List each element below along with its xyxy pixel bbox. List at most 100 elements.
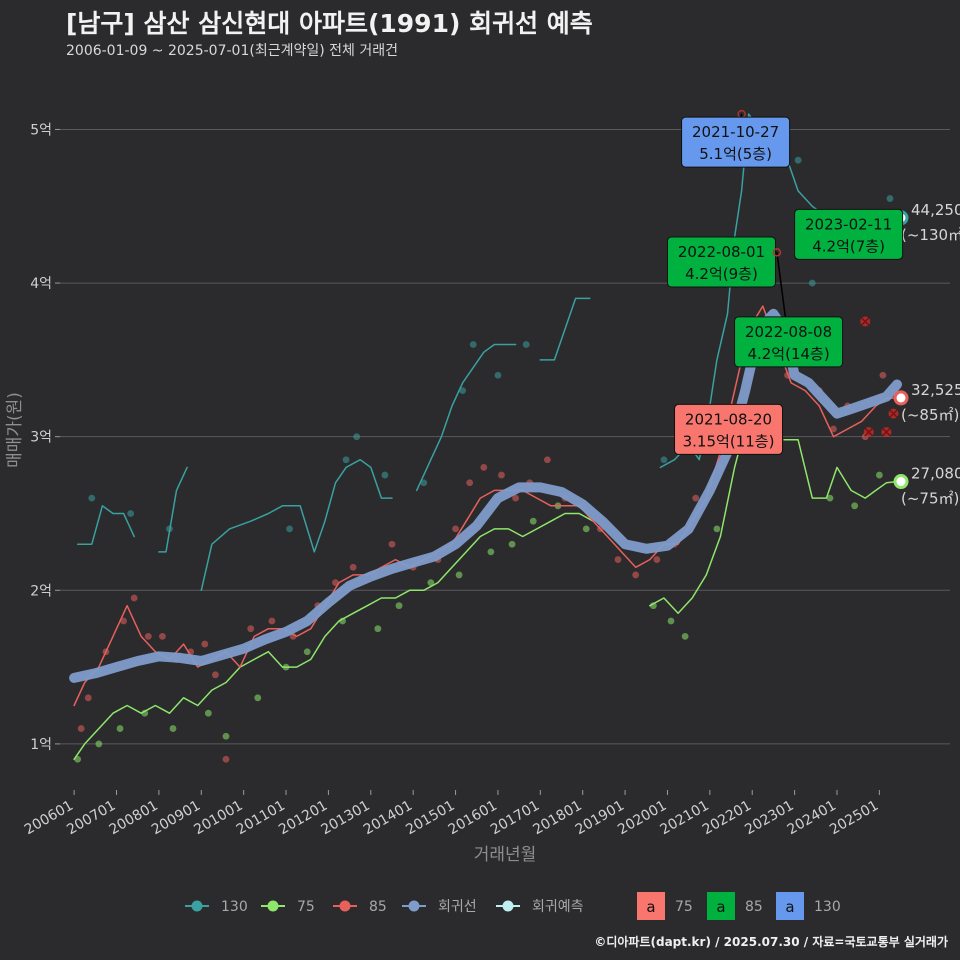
line-layer [69,113,902,761]
annotation-box [674,403,784,455]
annotation-point [772,248,782,257]
scatter-point-75 [508,540,516,548]
annotation-date: 2021-08-20 [685,410,772,428]
scatter-point-75 [374,625,382,633]
annotation-date: 2022-08-01 [678,243,765,261]
annotation-price: 4.2억(9층) [685,265,758,283]
scatter-point-75 [681,632,689,640]
scatter-point-85 [543,456,551,464]
scatter-point-75 [95,740,103,748]
end-point-75 [893,474,909,490]
scatter-point-85 [77,725,85,732]
scatter-point-75 [826,494,834,502]
annotation-date: 2023-02-11 [805,215,892,233]
legend-label: 회귀예측 [532,899,584,915]
scatter-point-85 [614,556,622,563]
end-value-label: 32,525 [911,381,960,399]
x-axis-title: 거래년월 [474,845,537,865]
mark-layer: 44,250 (~130㎡) 32,525 (~85㎡) 27,080 (~75㎡) [860,201,960,508]
annotation-box [794,208,904,260]
y-tick-label: 3억 [30,430,52,446]
scatter-point-75 [455,571,463,579]
scatter-point-85 [211,671,219,679]
legend-swatch [776,892,804,920]
scatter-point-85 [201,640,209,648]
scatter-point-75 [254,694,262,702]
annotation-price: 4.2억(7층) [812,237,885,255]
arrow-dot-icon [408,900,420,912]
end-point-85 [893,390,909,406]
scatter-point-85 [222,755,230,763]
legend-label: 85 [369,899,387,915]
scatter-point-85 [632,571,640,579]
chart-subtitle: 2006-01-09 ~ 2025-07-01(최근계약일) 전체 거래건 [66,43,398,59]
scatter-point-130 [88,494,96,502]
scatter-point-130 [660,456,668,464]
scatter-point-75 [875,471,883,479]
series-line-regression [69,308,902,683]
annotation-date: 2021-10-27 [692,123,779,141]
footer-credit: ©디아파트(dapt.kr) / 2025.07.30 / 자료=국토교통부 실… [594,935,948,949]
scatter-point-130 [381,471,389,479]
end-value-label: 27,080 [911,465,960,483]
scatter-point-85 [879,371,887,379]
x-tick-label: 202501 [827,798,881,839]
legend-swatch-label: 75 [675,899,693,915]
legend-swatch-glyph: a [785,898,794,916]
annotation-box [681,116,791,168]
scatter-point-130 [886,195,894,202]
highlight-cross [860,316,870,326]
y-axis-title: 매매가(원) [5,392,25,468]
scatter-point-75 [667,617,675,625]
scatter-point-130 [808,279,816,287]
scatter-point-85 [247,625,255,633]
scatter-point-75 [713,525,721,533]
scatter-point-130 [459,387,467,394]
scatter-point-85 [388,540,396,548]
series-line-130 [76,113,898,592]
end-area-label: (~130㎡) [901,226,960,244]
scatter-point-85 [84,694,92,702]
annotation-price: 4.2억(14층) [747,345,829,363]
annotation-price: 5.1억(5층) [699,145,772,163]
annotation-box [666,236,776,288]
legend-label: 75 [297,899,315,915]
scatter-point-75 [427,579,435,587]
scatter-point-130 [522,341,530,348]
axis-layer: 1억2억3억4억5억200601200701200801200901201001… [5,122,881,865]
scatter-point-85 [144,632,152,640]
legend-swatch [707,892,735,920]
legend: 130 75 85 회귀선 회귀예측 a 75 a 85 a 130 [185,892,841,920]
scatter-point-75 [851,502,859,510]
y-tick-label: 4억 [30,276,52,292]
legend-label: 130 [221,899,248,915]
y-tick-label: 1억 [30,737,52,753]
highlight-cross [881,427,891,437]
scatter-point-75 [116,725,124,732]
highlight-cross [864,427,874,437]
arrow-dot-icon [191,900,203,912]
scatter-point-75 [582,525,590,533]
annotation-price: 3.15억(11층) [683,432,775,450]
legend-swatch-glyph: a [646,898,655,916]
end-value-label: 44,250 [911,201,960,219]
y-tick-label: 2억 [30,583,52,599]
scatter-point-130 [127,510,135,517]
scatter-point-85 [452,525,459,533]
legend-swatch-label: 85 [745,899,763,915]
scatter-point-85 [498,471,505,479]
legend-swatch [637,892,665,920]
scatter-point-75 [487,548,495,556]
arrow-dot-icon [267,900,279,912]
highlight-cross [888,409,899,419]
scatter-point-130 [342,456,350,464]
scatter-point-130 [420,479,428,487]
scatter-point-85 [466,479,474,487]
annotation-layer: 2021-10-27 5.1억(5층) 2023-02-11 4.2억(7층) 2022… [666,109,904,455]
scatter-point-130 [469,341,477,348]
scatter-point-85 [120,617,127,625]
legend-swatch-label: 130 [814,899,841,915]
scatter-point-130 [494,371,502,379]
scatter-point-85 [512,494,519,502]
